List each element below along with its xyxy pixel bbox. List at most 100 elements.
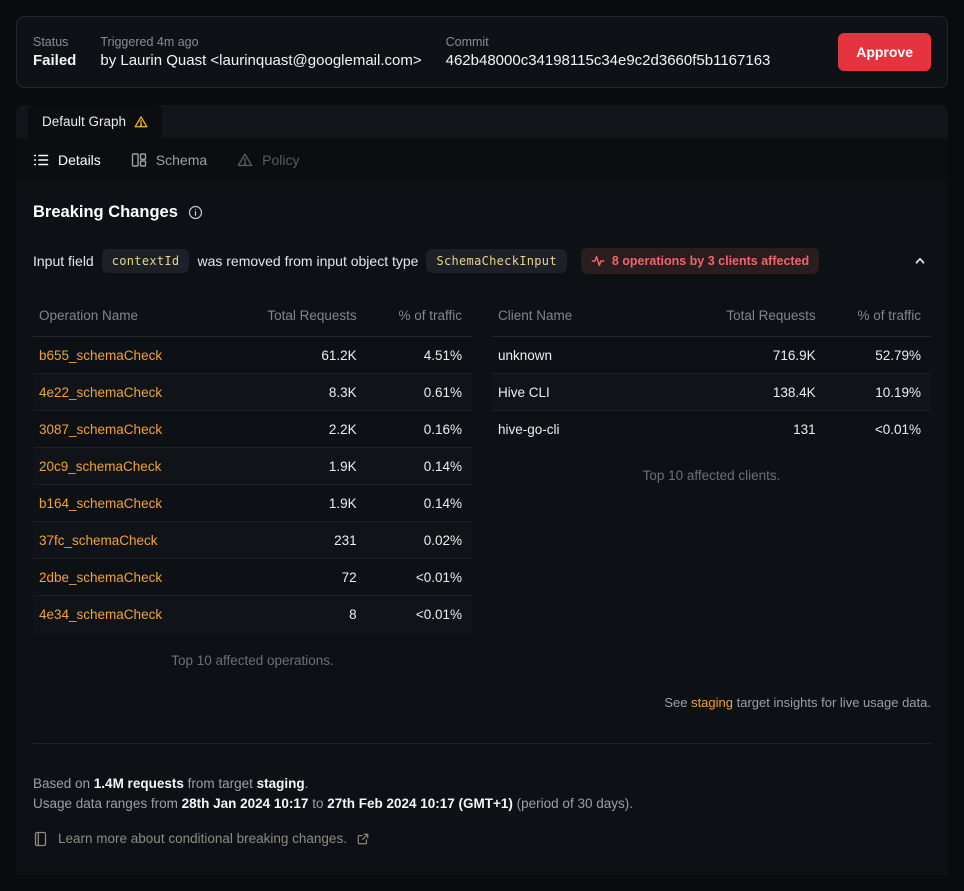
traffic-value: 0.14% <box>366 484 472 522</box>
traffic-value: <0.01% <box>415 606 462 622</box>
clients-table-note: Top 10 affected clients. <box>642 467 781 483</box>
traffic-value: 0.14% <box>366 447 472 485</box>
table-row: Hive CLI 138.4K 10.19% <box>492 373 931 411</box>
breaking-changes-heading: Breaking Changes <box>33 181 931 222</box>
change-middle: was removed from input object type <box>197 253 419 269</box>
client-name: Hive CLI <box>492 373 694 411</box>
subtab-row: Details Schema Policy <box>16 138 948 181</box>
operation-link[interactable]: 4e22_schemaCheck <box>39 384 163 400</box>
activity-pulse-icon <box>591 254 605 268</box>
table-row: b164_schemaCheck 1.9K 0.14% <box>33 484 472 522</box>
page-title: Breaking Changes <box>33 203 178 221</box>
table-row: 3087_schemaCheck 2.2K 0.16% <box>33 410 472 448</box>
client-name: hive-go-cli <box>498 421 560 437</box>
status-value: Failed <box>33 52 77 69</box>
book-icon <box>33 831 48 847</box>
triggered-label: Triggered 4m ago <box>100 35 199 49</box>
graph-tab-strip: Default Graph <box>16 105 948 138</box>
commit-block: Commit 462b48000c34198115c34e9c2d3660f5b… <box>446 35 771 69</box>
check-summary-card: Status Failed Triggered 4m ago by Laurin… <box>16 16 948 88</box>
operation-link[interactable]: 2dbe_schemaCheck <box>39 569 163 585</box>
clients-table-col: Client Name Total Requests % of traffic … <box>492 298 931 668</box>
requests-total: 1.4M requests <box>93 775 184 791</box>
traffic-value: 0.61% <box>366 373 472 411</box>
table-row: 4e34_schemaCheck 8 <0.01% <box>33 596 472 633</box>
traffic-value: 0.02% <box>366 521 472 559</box>
operation-link[interactable]: b655_schemaCheck <box>39 347 163 363</box>
operation-link[interactable]: 37fc_schemaCheck <box>39 532 158 548</box>
operation-link[interactable]: 4e34_schemaCheck <box>39 606 163 622</box>
insights-note-suffix: target insights for live usage data. <box>732 694 931 710</box>
tab-schema-label: Schema <box>155 151 208 168</box>
requests-value: 1.9K <box>234 447 367 485</box>
requests-value: 2.2K <box>234 410 367 448</box>
operations-table-note: Top 10 affected operations. <box>171 652 334 668</box>
usage-summary-line2: Usage data ranges from 28th Jan 2024 10:… <box>33 794 931 814</box>
requests-value: 131 <box>793 421 816 437</box>
insights-note: See staging target insights for live usa… <box>33 695 931 710</box>
requests-value: 231 <box>234 521 367 559</box>
info-icon[interactable] <box>188 205 203 220</box>
table-row: 37fc_schemaCheck 231 0.02% <box>33 521 472 559</box>
requests-value: 72 <box>234 558 367 596</box>
commit-hash: 462b48000c34198115c34e9c2d3660f5b1167163 <box>445 52 771 69</box>
tab-policy[interactable]: Policy <box>237 152 300 168</box>
date-to: 27th Feb 2024 10:17 (GMT+1) <box>327 795 513 811</box>
col-traffic: % of traffic <box>366 298 472 337</box>
approve-button[interactable]: Approve <box>838 33 931 71</box>
col-total-requests: Total Requests <box>234 298 367 337</box>
field-name-pill: contextId <box>101 249 190 273</box>
impact-badge-label: 8 operations by 3 clients affected <box>611 254 810 268</box>
tab-details-label: Details <box>58 151 101 168</box>
external-link-icon <box>357 833 369 845</box>
breaking-change-row[interactable]: Input field contextId was removed from i… <box>33 248 931 274</box>
clients-table: Client Name Total Requests % of traffic … <box>492 298 931 448</box>
details-content: Breaking Changes Input field contextId w… <box>16 181 948 875</box>
traffic-value: 4.51% <box>366 336 472 374</box>
requests-value: 8 <box>349 606 357 622</box>
summary-text: . <box>304 775 309 791</box>
tab-schema[interactable]: Schema <box>131 152 207 168</box>
operation-link[interactable]: b164_schemaCheck <box>39 495 163 511</box>
traffic-value: 52.79% <box>825 336 931 374</box>
usage-summary-line1: Based on 1.4M requests from target stagi… <box>33 774 931 794</box>
table-row: hive-go-cli 131 <0.01% <box>492 411 931 448</box>
summary-text: from target <box>183 775 257 791</box>
staging-target-link[interactable]: staging <box>691 694 733 710</box>
col-traffic: % of traffic <box>825 298 931 337</box>
commit-label: Commit <box>445 35 489 49</box>
operations-table-col: Operation Name Total Requests % of traff… <box>33 298 472 668</box>
usage-summary: Based on 1.4M requests from target stagi… <box>33 774 931 814</box>
date-from: 28th Jan 2024 10:17 <box>181 795 309 811</box>
triggered-block: Triggered 4m ago by Laurin Quast <laurin… <box>100 35 421 69</box>
warning-triangle-icon <box>134 115 148 129</box>
learn-more-link[interactable]: Learn more about conditional breaking ch… <box>33 831 931 847</box>
traffic-value: <0.01% <box>366 558 472 596</box>
client-name: unknown <box>492 336 694 374</box>
triggered-by: by Laurin Quast <laurinquast@googlemail.… <box>100 52 422 69</box>
summary-text: (period of 30 days). <box>512 795 633 811</box>
chevron-up-icon[interactable] <box>909 250 931 272</box>
table-header-row: Operation Name Total Requests % of traff… <box>33 298 472 337</box>
table-row: unknown 716.9K 52.79% <box>492 336 931 374</box>
tab-default-graph[interactable]: Default Graph <box>28 105 163 138</box>
table-row: 20c9_schemaCheck 1.9K 0.14% <box>33 447 472 485</box>
table-row: 2dbe_schemaCheck 72 <0.01% <box>33 558 472 596</box>
traffic-value: 10.19% <box>825 373 931 411</box>
target-name: staging <box>256 775 305 791</box>
requests-value: 1.9K <box>234 484 367 522</box>
summary-text: to <box>308 795 328 811</box>
status-label: Status <box>33 35 69 49</box>
operation-link[interactable]: 20c9_schemaCheck <box>39 458 162 474</box>
requests-value: 8.3K <box>234 373 367 411</box>
col-total-requests: Total Requests <box>693 298 826 337</box>
learn-more-label: Learn more about conditional breaking ch… <box>58 831 347 846</box>
insights-note-prefix: See <box>664 694 692 710</box>
operation-link[interactable]: 3087_schemaCheck <box>39 421 163 437</box>
tab-details[interactable]: Details <box>33 152 101 168</box>
col-operation-name: Operation Name <box>33 298 235 337</box>
columns-icon <box>131 152 147 168</box>
requests-value: 138.4K <box>693 373 826 411</box>
requests-value: 716.9K <box>693 336 826 374</box>
traffic-value: <0.01% <box>874 421 921 437</box>
